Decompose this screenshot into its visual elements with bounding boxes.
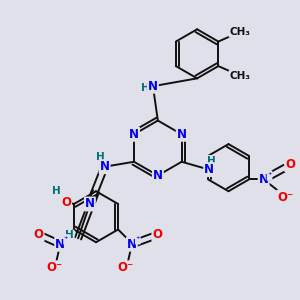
Text: N: N <box>85 197 95 211</box>
Text: N: N <box>148 80 158 93</box>
Text: N: N <box>100 160 110 173</box>
Text: O: O <box>285 158 295 171</box>
Text: H: H <box>52 186 61 196</box>
Text: N: N <box>204 163 214 176</box>
Text: ⁺: ⁺ <box>64 235 68 244</box>
Text: O⁻: O⁻ <box>277 190 293 204</box>
Text: O: O <box>61 196 71 208</box>
Text: O⁻: O⁻ <box>118 261 134 274</box>
Text: ⁺: ⁺ <box>267 171 272 180</box>
Text: O: O <box>34 228 44 241</box>
Text: ⁺: ⁺ <box>136 235 140 244</box>
Text: N: N <box>153 169 163 182</box>
Text: H: H <box>96 152 105 162</box>
Text: CH₃: CH₃ <box>230 27 250 37</box>
Text: N: N <box>55 238 65 251</box>
Text: N: N <box>259 173 269 186</box>
Text: H: H <box>207 156 215 166</box>
Text: O: O <box>152 228 162 241</box>
Text: H: H <box>141 83 149 93</box>
Text: N: N <box>177 128 187 141</box>
Text: N: N <box>127 238 137 251</box>
Text: N: N <box>129 128 139 141</box>
Text: H: H <box>65 230 74 240</box>
Text: CH₃: CH₃ <box>230 71 250 81</box>
Text: O⁻: O⁻ <box>46 261 62 274</box>
